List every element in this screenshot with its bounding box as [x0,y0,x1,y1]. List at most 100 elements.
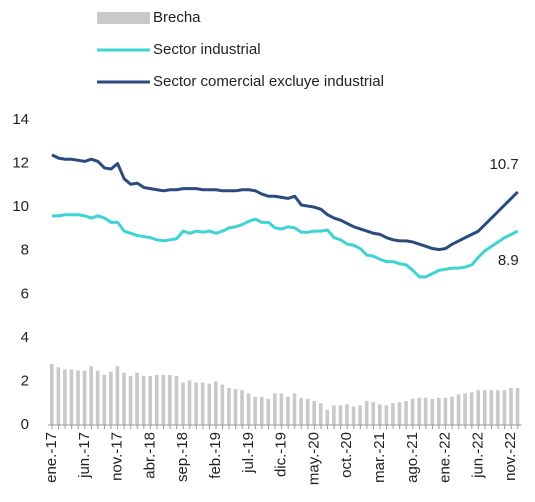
bar [109,371,113,425]
bar [358,405,362,425]
bar [141,375,146,425]
x-tick-label: ago.-21 [404,432,421,483]
data-label: 10.7 [490,156,519,173]
bar [102,374,107,425]
bar [200,382,205,425]
y-tick-label: 4 [21,329,29,346]
bar [325,409,330,425]
x-tick-label: jul.-19 [240,432,257,474]
bar [135,372,139,425]
bar [63,369,67,425]
x-tick-label: oct.-20 [338,432,355,478]
bar [502,390,507,425]
bar [423,397,428,425]
bar [410,398,415,425]
y-tick-label: 12 [12,155,29,172]
bar [89,366,93,425]
bar [463,393,467,425]
x-tick-label: mar.-21 [371,432,388,483]
bar [128,375,133,425]
bar [351,406,356,425]
data-label: 8.9 [498,252,519,269]
bar [417,397,421,425]
bar [312,401,316,425]
bar [69,369,74,425]
bar [266,398,271,425]
bar [240,390,244,425]
bar [174,375,179,425]
bar [76,370,80,425]
bar [299,397,303,425]
y-tick-label: 10 [12,198,29,215]
x-tick-label: abr.-18 [141,432,158,479]
bar [148,375,152,425]
bar [259,396,264,425]
bar [489,390,494,425]
bar [305,398,310,425]
y-tick-label: 8 [21,242,29,259]
bar [273,393,277,425]
x-tick-label: sep.-18 [174,432,191,482]
y-tick-label: 6 [21,285,29,302]
bar [214,381,218,425]
x-tick-label: ene.-22 [437,432,454,483]
bar [286,396,290,425]
bar [384,405,389,425]
bar [515,387,520,425]
bar [279,393,284,425]
bar [391,403,395,425]
bar [496,390,500,425]
bar [56,367,61,425]
bar [430,398,435,425]
x-tick-label: nov.-17 [109,432,126,481]
bar [437,397,441,425]
bar [168,374,172,425]
y-tick-label: 14 [12,111,29,128]
bar [246,393,251,425]
bar [338,405,343,425]
bar [404,401,408,425]
bar [207,383,212,425]
bar [509,387,513,425]
bar [450,396,454,425]
legend-label: Sector comercial excluye industrial [153,73,384,90]
bar [187,380,192,425]
y-tick-label: 0 [21,416,29,433]
bar [364,401,369,425]
bar [194,382,198,425]
bar [115,366,120,425]
bar [345,404,349,425]
bar [443,397,448,425]
bar [469,392,474,425]
line [51,153,519,252]
bar [233,389,238,425]
bar [95,370,100,425]
bar [220,384,225,425]
bar [397,402,402,425]
x-tick-label: dic.-19 [273,432,290,477]
bar [227,387,231,425]
bar [371,402,376,425]
legend-label: Brecha [153,9,201,26]
bar [253,396,257,425]
bar [161,374,166,425]
bar [482,390,487,425]
bar [332,405,336,425]
x-tick-label: nov.-22 [502,432,519,481]
x-tick-label: jun.-17 [76,432,93,479]
legend-label: Sector industrial [153,41,261,58]
legend-swatch [97,12,150,24]
y-tick-label: 2 [21,372,29,389]
bar [154,374,159,425]
bar [50,364,54,425]
x-tick-label: may.-20 [305,432,322,485]
bar [456,394,461,425]
x-tick-label: jun.-22 [469,432,486,479]
bar [181,382,185,425]
x-tick-label: ene.-17 [43,432,60,483]
line [52,213,519,279]
bar [318,403,323,425]
x-tick-label: feb.-19 [207,432,224,479]
bar [378,404,382,425]
